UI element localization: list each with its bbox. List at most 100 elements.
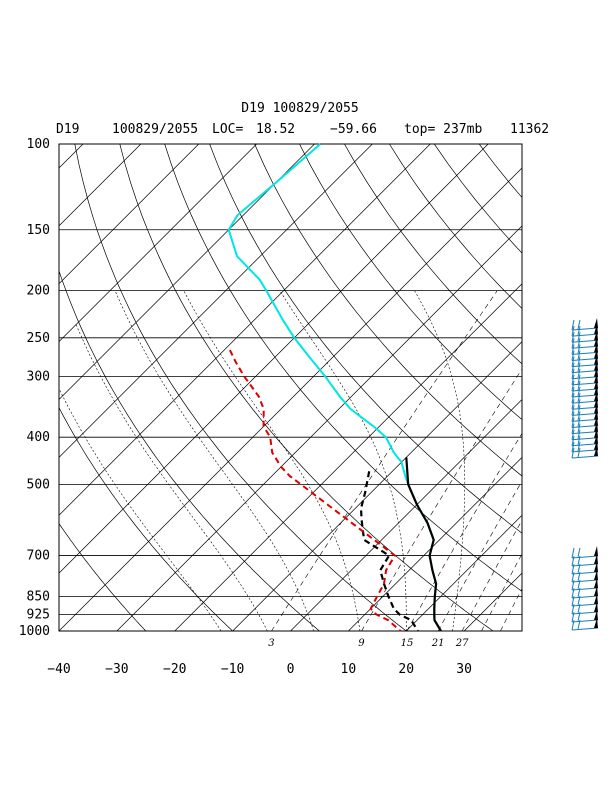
dry-adiabat-line bbox=[209, 144, 522, 534]
dry-adiabat-line bbox=[59, 630, 60, 631]
wind-barb-staff bbox=[571, 431, 599, 435]
dry-adiabat-line bbox=[478, 144, 522, 199]
wind-barb bbox=[571, 446, 599, 459]
wind-barb-staff bbox=[571, 579, 599, 583]
wind-barb-staff bbox=[571, 333, 599, 337]
wind-barb-flag bbox=[594, 578, 598, 588]
moist-adiabat-line bbox=[75, 324, 268, 631]
pressure-tick-label: 700 bbox=[27, 549, 50, 564]
wind-barb-flag bbox=[594, 570, 598, 580]
dry-adiabat-line bbox=[569, 144, 612, 641]
wind-barb-feather bbox=[571, 362, 575, 373]
wind-barb-feather bbox=[577, 350, 581, 360]
dry-adiabat-line bbox=[299, 144, 522, 421]
header-code: 11362 bbox=[510, 122, 549, 137]
wind-barb-flag bbox=[594, 602, 598, 612]
wind-barb-feather bbox=[577, 332, 581, 342]
isotherm-line bbox=[174, 283, 522, 631]
wind-barb-staff bbox=[571, 412, 599, 416]
wind-barb-staff bbox=[571, 455, 599, 459]
dry-adiabat-line bbox=[59, 522, 147, 631]
isotherm-line bbox=[290, 399, 522, 631]
wind-barb-flag bbox=[594, 562, 598, 572]
chart-title: D19 100829/2055 bbox=[241, 101, 358, 116]
wind-barb-flag bbox=[594, 546, 598, 556]
wind-barb-feather bbox=[571, 563, 575, 575]
wind-barb-feather bbox=[577, 417, 581, 427]
wind-barb-staff bbox=[571, 382, 599, 386]
pressure-tick-label: 300 bbox=[27, 369, 50, 384]
header-station: D19 bbox=[56, 122, 79, 137]
header-lon: −59.66 bbox=[330, 122, 377, 137]
isotherm-line bbox=[59, 144, 315, 400]
isotherm-line bbox=[59, 144, 199, 285]
wind-barb-feather bbox=[571, 338, 575, 349]
wind-barb-feather bbox=[577, 429, 581, 439]
pressure-tick-label: 850 bbox=[27, 590, 50, 605]
wind-barb bbox=[571, 610, 599, 623]
temperature-profile bbox=[405, 457, 442, 632]
temperature-tick-label: −10 bbox=[221, 662, 244, 677]
wind-barb-feather bbox=[571, 319, 575, 331]
pressure-tick-label: 200 bbox=[27, 284, 50, 299]
wind-barb-staff bbox=[571, 619, 599, 623]
dry-adiabat-line bbox=[524, 144, 612, 641]
wind-barb-feather bbox=[571, 417, 575, 428]
wind-barb-feather bbox=[571, 399, 575, 410]
wind-barb-feather bbox=[571, 595, 575, 607]
wind-barb-staff bbox=[571, 425, 599, 429]
wind-barb-flag bbox=[594, 554, 598, 564]
isotherm-line bbox=[59, 144, 489, 574]
wind-barb-feather bbox=[577, 386, 581, 397]
moist-adiabat-line bbox=[114, 290, 314, 631]
wind-barb bbox=[571, 602, 599, 615]
temperature-tick-label: 10 bbox=[341, 662, 357, 677]
wind-barb-staff bbox=[571, 603, 599, 607]
pressure-tick-label: 925 bbox=[27, 608, 50, 623]
header-lat: 18.52 bbox=[256, 122, 295, 137]
wind-barb-flag bbox=[594, 594, 598, 604]
wind-barb-staff bbox=[571, 437, 599, 441]
header-top: top= 237mb bbox=[404, 122, 482, 137]
wind-barb-feather bbox=[571, 611, 575, 623]
wind-barb-feather bbox=[571, 429, 575, 440]
wind-barb-feather bbox=[577, 563, 581, 574]
isotherm-line bbox=[59, 144, 373, 458]
wind-barb bbox=[571, 562, 599, 575]
wind-barbs bbox=[571, 318, 599, 631]
wind-barb-staff bbox=[571, 627, 599, 631]
wind-barb bbox=[571, 570, 599, 583]
wind-barb-staff bbox=[571, 418, 599, 422]
temperature-tick-label: −40 bbox=[47, 662, 70, 677]
plot-frame bbox=[58, 143, 523, 632]
wind-barb-feather bbox=[577, 441, 581, 452]
mixing-ratio-label: 27 bbox=[455, 638, 469, 649]
wind-barb-staff bbox=[571, 587, 599, 591]
wind-barb-feather bbox=[571, 411, 575, 422]
wind-barb-feather bbox=[577, 325, 581, 336]
dry-adiabat-line bbox=[59, 269, 320, 631]
wind-barb-feather bbox=[571, 380, 575, 392]
dry-adiabat-line bbox=[254, 144, 522, 477]
header-datetime: 100829/2055 bbox=[112, 122, 198, 137]
wind-barb-flag bbox=[594, 586, 598, 596]
wind-barb-feather bbox=[571, 423, 575, 434]
pressure-tick-label: 250 bbox=[27, 331, 50, 346]
wind-barb-feather bbox=[571, 325, 575, 337]
pressure-tick-label: 150 bbox=[27, 223, 50, 238]
wind-barb bbox=[571, 330, 599, 343]
wind-barb-feather bbox=[571, 356, 575, 367]
wind-barb-staff bbox=[571, 351, 599, 355]
wind-barb-staff bbox=[571, 376, 599, 380]
wind-barb-staff bbox=[571, 388, 599, 392]
mixing-ratio-line bbox=[361, 368, 522, 631]
wind-barb-feather bbox=[577, 579, 581, 590]
pressure-tick-label: 1000 bbox=[19, 624, 50, 639]
wind-barb-feather bbox=[577, 356, 581, 366]
wind-barb bbox=[571, 578, 599, 591]
isotherm-line bbox=[59, 144, 257, 343]
wind-barb-staff bbox=[571, 449, 599, 453]
wind-barb-staff bbox=[571, 394, 599, 398]
wind-barb-feather bbox=[577, 380, 581, 391]
